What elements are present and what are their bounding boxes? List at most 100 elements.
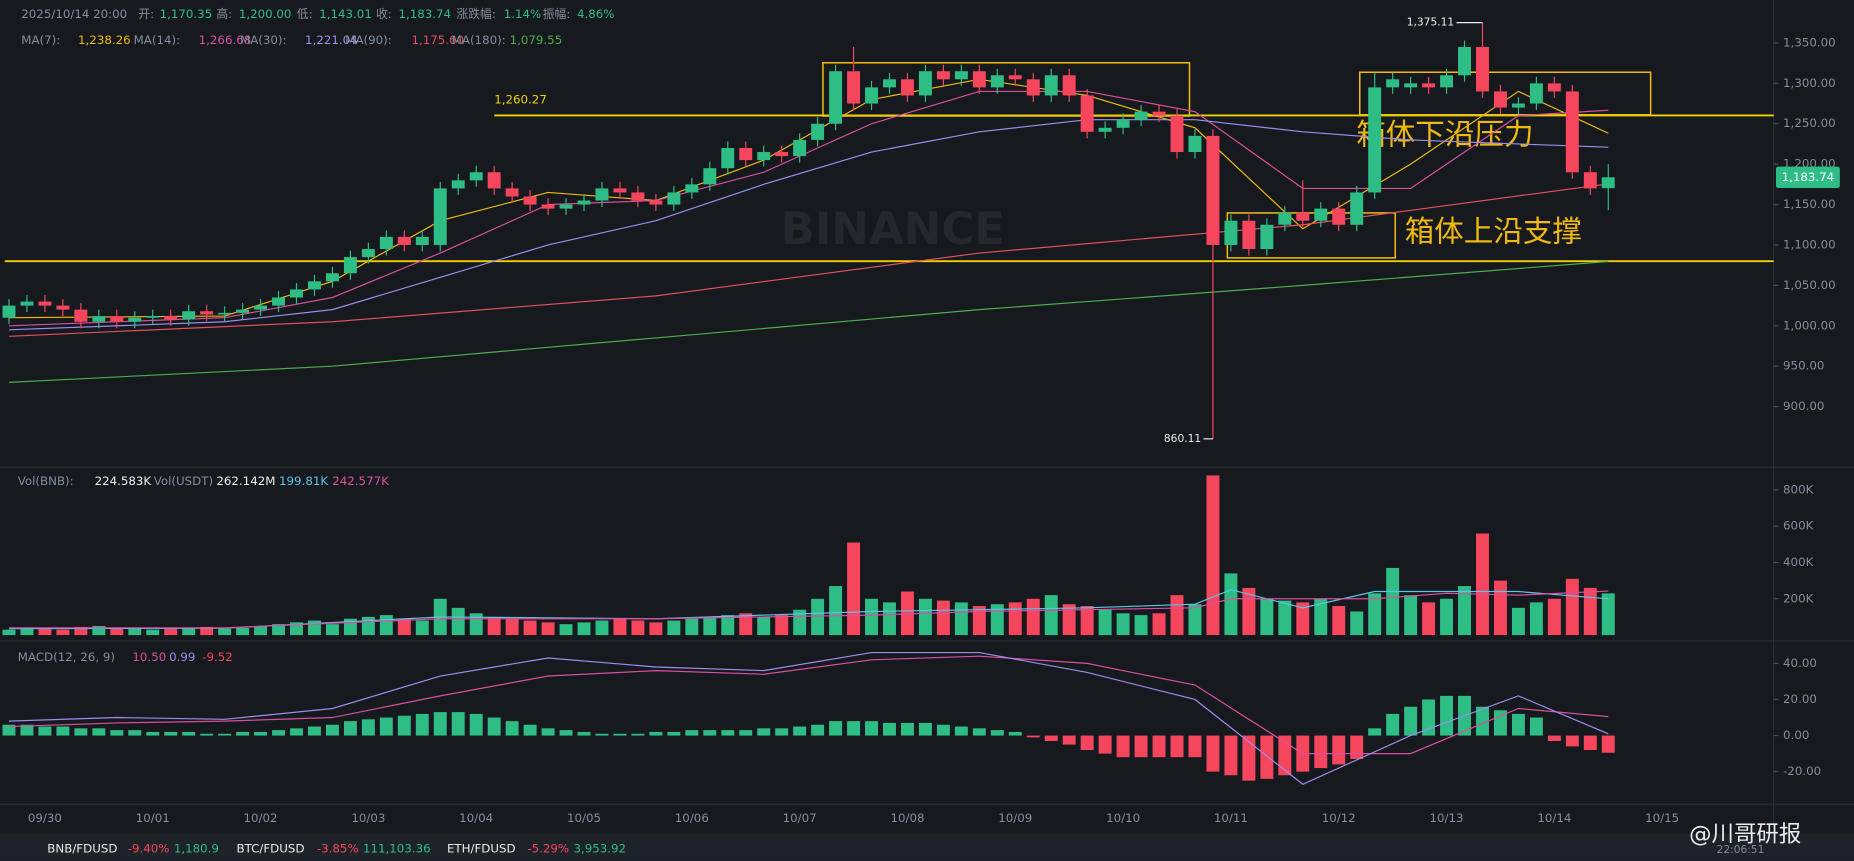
volume-bar: [1026, 598, 1040, 636]
footer-pair: ETH/FDUSD: [447, 842, 516, 856]
volume-bar: [649, 622, 663, 636]
candle-body: [739, 147, 753, 161]
candle-body: [2, 305, 16, 318]
volume-bar: [1170, 595, 1184, 636]
legend-value: 1,175.60: [411, 33, 464, 47]
macd-bar: [1062, 735, 1076, 745]
volume-bar: [361, 616, 375, 636]
candle-body: [1565, 91, 1579, 173]
volume-bar: [38, 628, 52, 636]
volume-bar: [1458, 586, 1471, 636]
y-tick-label: 20.00: [1783, 692, 1817, 706]
macd-bar: [667, 731, 681, 736]
candle-body: [505, 188, 519, 197]
volume-bar: [954, 602, 968, 636]
macd-bar: [38, 726, 52, 736]
macd-bar: [1242, 735, 1256, 781]
volume-bar: [667, 620, 681, 636]
candle-body: [811, 123, 825, 140]
macd-bar: [865, 721, 878, 736]
volume-bar: [1206, 475, 1220, 636]
candle-body: [793, 139, 807, 157]
macd-bar: [1026, 735, 1040, 738]
value: 1,183.74: [398, 7, 451, 21]
macd-bar: [811, 724, 825, 736]
candle-body: [847, 71, 861, 104]
candle-body: [1134, 111, 1148, 120]
watermark: BINANCE: [780, 202, 1005, 255]
volume-bar: [254, 625, 268, 636]
macd-bar: [649, 731, 663, 736]
volume-bar: [685, 618, 699, 636]
candle-body: [272, 297, 285, 306]
macd-bar: [1529, 717, 1543, 736]
macd-bar: [325, 724, 339, 736]
volume-bar: [1386, 567, 1400, 636]
candle-body: [451, 180, 465, 189]
x-tick-label: 09/30: [28, 811, 62, 825]
legend: Vol(BNB):: [18, 474, 74, 488]
macd-bar: [1278, 735, 1292, 776]
volume-bar: [56, 629, 70, 636]
macd-bar: [936, 724, 950, 736]
x-tick-label: 10/05: [567, 811, 601, 825]
volume-bar: [1314, 598, 1328, 636]
x-tick-label: 10/14: [1537, 811, 1571, 825]
legend-value: 1,266.68: [199, 33, 252, 47]
volume-bar: [1116, 613, 1130, 636]
macd-bar: [1098, 735, 1112, 754]
value: 1.14%: [504, 7, 542, 21]
candle-body: [307, 281, 321, 290]
legend-value: 242.577K: [332, 474, 389, 488]
macd-bar: [343, 721, 357, 736]
macd-bar: [415, 713, 429, 736]
volume-bar: [936, 600, 950, 636]
macd-bar: [433, 712, 447, 736]
volume-bar: [397, 618, 411, 636]
candle-body: [703, 168, 717, 185]
macd-bar: [1583, 735, 1597, 750]
macd-bar: [1547, 735, 1561, 741]
volume-bar: [1062, 604, 1076, 636]
candle-body: [361, 249, 375, 258]
macd-bar: [307, 726, 321, 736]
macd-bar: [721, 730, 735, 736]
x-tick-label: 10/11: [1214, 811, 1248, 825]
volume-bar: [272, 624, 285, 636]
candle-body: [110, 316, 124, 322]
candle-body: [541, 204, 555, 209]
volume-bar: [2, 629, 16, 636]
legend-value: 1,221.04: [305, 33, 358, 47]
volume-bar: [1601, 593, 1615, 636]
volume-bar: [883, 602, 896, 636]
macd-bar: [523, 724, 537, 736]
volume-bar: [1422, 602, 1436, 636]
volume-bar: [990, 604, 1004, 636]
macd-bar: [703, 730, 717, 736]
candle-body: [1260, 224, 1274, 250]
macd-bar: [361, 719, 375, 736]
label: 低:: [297, 7, 313, 21]
x-tick-label: 10/06: [675, 811, 709, 825]
macd-bar: [685, 730, 699, 736]
candle-body: [74, 309, 88, 322]
macd-bar: [990, 730, 1004, 736]
candle-body: [397, 236, 411, 245]
candle-body: [972, 71, 986, 88]
candle-body: [128, 317, 142, 322]
candle-body: [236, 309, 250, 313]
value: 1,143.01: [319, 7, 372, 21]
candle-body: [883, 79, 896, 88]
high-label: 1,375.11: [1407, 16, 1454, 29]
macd-bar: [739, 730, 753, 736]
candle-body: [865, 87, 878, 104]
volume-bar: [1583, 587, 1597, 636]
candle-body: [92, 316, 106, 322]
candle-body: [775, 152, 789, 157]
volume-bar: [110, 627, 124, 636]
candle-body: [1314, 208, 1328, 221]
macd-bar: [595, 733, 609, 736]
candle-body: [1152, 111, 1166, 116]
legend-value: 0.99: [169, 650, 195, 664]
